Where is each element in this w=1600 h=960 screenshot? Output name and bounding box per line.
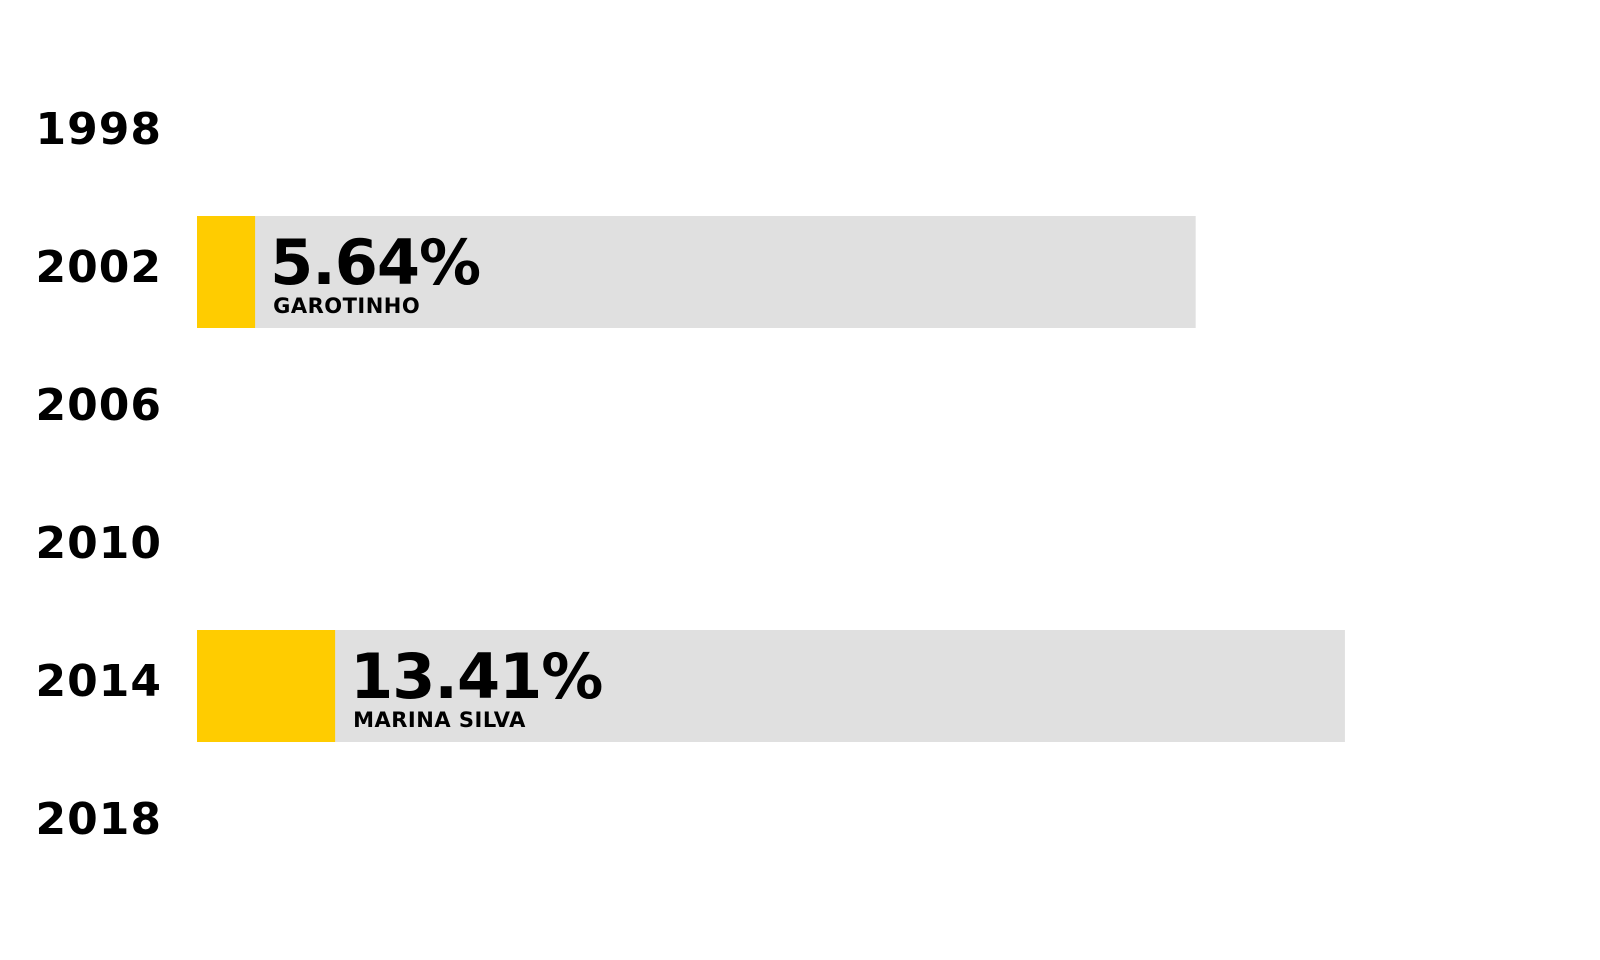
bar-track-2014 bbox=[197, 630, 1345, 742]
year-label-2002: 2002 bbox=[36, 242, 162, 293]
bar-track-2002 bbox=[197, 216, 1196, 328]
year-label-2010: 2010 bbox=[36, 518, 162, 569]
year-label-2014: 2014 bbox=[36, 656, 162, 707]
candidate-name-2002: GAROTINHO bbox=[273, 294, 420, 318]
value-label-2002: 5.64% bbox=[270, 226, 480, 299]
bar-value-2014 bbox=[197, 630, 336, 742]
year-label-1998: 1998 bbox=[36, 104, 162, 155]
value-label-2014: 13.41% bbox=[350, 640, 602, 713]
bar-value-2002 bbox=[197, 216, 256, 328]
year-label-2006: 2006 bbox=[36, 380, 162, 431]
year-label-2018: 2018 bbox=[36, 794, 162, 845]
candidate-name-2014: MARINA SILVA bbox=[353, 708, 526, 732]
